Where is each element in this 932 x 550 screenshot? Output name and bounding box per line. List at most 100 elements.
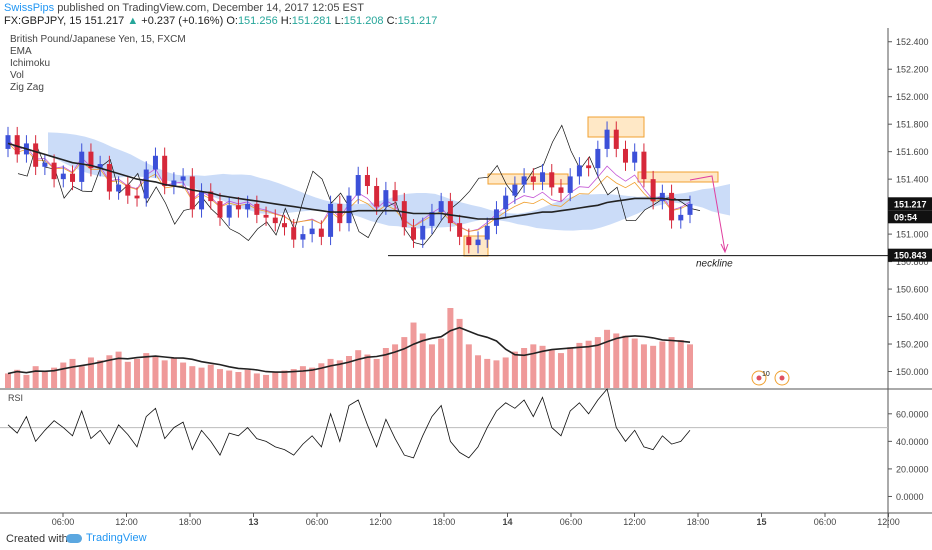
volume-bar (355, 350, 362, 388)
symbol-label: FX:GBPJPY, 15 (4, 15, 82, 27)
candle-body (199, 191, 205, 210)
volume-bar (309, 367, 316, 388)
neckline-price-badge-text: 150.843 (894, 251, 927, 261)
chart-background (0, 28, 932, 528)
volume-bar (152, 356, 159, 388)
volume-bar (97, 360, 104, 388)
ohlc-header: FX:GBPJPY, 15 151.217 ▲ +0.237 (+0.16%) … (4, 15, 437, 27)
legend-ichimoku[interactable]: Ichimoku (10, 58, 51, 69)
candle-body (263, 214, 269, 218)
volume-bar (290, 369, 297, 388)
volume-bar (401, 337, 408, 388)
volume-bar (207, 364, 214, 388)
legend-zigzag[interactable]: Zig Zag (10, 82, 44, 93)
volume-ma-line (7, 326, 691, 375)
volume-bar (161, 360, 168, 388)
candle-body (291, 227, 297, 240)
footer: Created with TradingView (0, 528, 932, 550)
volume-bar (124, 361, 131, 388)
candle-body (549, 172, 555, 188)
rsi-line (7, 388, 691, 459)
candle-body (411, 227, 417, 240)
close-label: C: (386, 15, 398, 27)
legend-ema[interactable]: EMA (10, 46, 32, 57)
candle-body (604, 129, 610, 149)
volume-bar (143, 353, 150, 388)
legend-vol[interactable]: Vol (10, 70, 24, 81)
candle-body (208, 191, 214, 202)
tradingview-link[interactable]: TradingView (66, 532, 147, 544)
volume-bar (281, 370, 288, 388)
time-tick-label: 06:00 (560, 517, 583, 527)
volume-bar (604, 329, 611, 388)
volume-bar (511, 351, 518, 388)
event-dot-1 (756, 375, 762, 381)
volume-bar (23, 374, 30, 388)
candle-body (180, 176, 186, 181)
candle-body (567, 176, 573, 193)
price-tick-label: 152.200 (896, 65, 929, 75)
publish-info: published on TradingView.com, December 1… (57, 2, 364, 14)
candle-body (97, 164, 103, 169)
rsi-tick-label: 40.0000 (896, 437, 929, 447)
time-tick-label: 13 (248, 517, 258, 527)
volume-bar (226, 370, 233, 388)
volume-bar (594, 337, 601, 388)
volume-bar (263, 374, 270, 388)
candle-body (429, 212, 435, 226)
last-price: 151.217 (84, 15, 125, 27)
price-tick-label: 150.800 (896, 257, 929, 267)
time-tick-label: 06:00 (306, 517, 329, 527)
candle-body (540, 172, 546, 182)
legend-title: British Pound/Japanese Yen, 15, FXCM (10, 34, 186, 45)
price-chart[interactable]: 152.400 152.200 152.000 151.800 151.600 151.4… (0, 0, 932, 528)
open-label: O: (226, 15, 238, 27)
candle-body (328, 203, 334, 237)
candle-body (337, 203, 343, 224)
price-tick-label: 150.200 (896, 340, 929, 350)
last-price-badge-text: 151.217 (894, 199, 927, 209)
price-tick-label: 151.800 (896, 120, 929, 130)
candle-body (318, 228, 324, 237)
open-value: 151.256 (237, 15, 278, 27)
author-link[interactable]: SwissPips (4, 2, 55, 14)
volume-bar (557, 353, 564, 388)
price-tick-label: 150.000 (896, 367, 929, 377)
candle-body (189, 176, 195, 210)
zigzag-line (17, 124, 701, 246)
candle-body (595, 148, 601, 169)
price-tick-label: 151.000 (896, 230, 929, 240)
low-label: L: (334, 15, 344, 27)
volume-bar (51, 367, 58, 388)
volume-bar (115, 351, 122, 388)
candle-body (309, 228, 315, 235)
time-tick-label: 18:00 (433, 517, 456, 527)
candle-body (14, 135, 20, 155)
candle-body (42, 162, 48, 167)
candle-body (235, 205, 241, 210)
candle-body (383, 190, 389, 207)
time-tick-label: 14 (502, 517, 512, 527)
volume-bar (69, 358, 76, 388)
candle-body (143, 169, 149, 199)
time-tick-label: 06:00 (52, 517, 75, 527)
volume-bar (106, 355, 113, 388)
volume-bar (272, 372, 279, 388)
rsi-tick-label: 60.0000 (896, 409, 929, 419)
candle-body (88, 151, 94, 169)
volume-bar (521, 348, 528, 388)
candle-body (70, 173, 76, 182)
volume-bar (687, 344, 693, 388)
candle-body (245, 203, 251, 210)
volume-bar (530, 344, 537, 388)
neckline-label: neckline (696, 259, 733, 270)
candle-body (530, 176, 536, 182)
candle-body (447, 201, 453, 224)
time-tick-label: 12:00 (877, 517, 900, 527)
candle-body (116, 184, 122, 192)
volume-bar (244, 369, 251, 388)
volume-bar (364, 354, 371, 388)
candle-body (364, 175, 370, 187)
volume-bar (41, 372, 48, 388)
candle-body (475, 239, 481, 246)
